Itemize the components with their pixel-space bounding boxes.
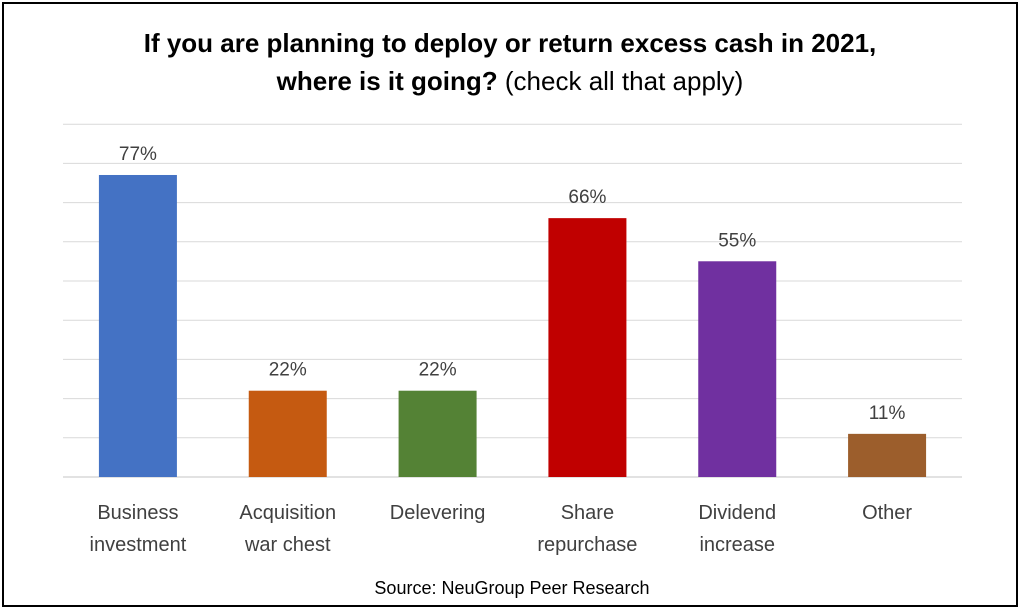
title-line-1: If you are planning to deploy or return … [143,28,877,58]
title-line-2-bold: where is it going? [276,66,498,96]
bar [848,433,927,477]
category-label: investment [90,534,187,556]
category-label: war chest [244,534,331,556]
data-label: 66% [568,187,606,208]
data-label: 55% [718,230,756,251]
category-label: Share [561,502,614,524]
bar [398,390,477,477]
category-label: Dividend [698,502,776,524]
data-label: 22% [419,360,457,381]
data-label: 77% [119,144,157,165]
bar [98,174,177,477]
category-label: Acquisition [239,502,336,524]
bar [548,218,627,477]
data-label: 22% [269,360,307,381]
category-label: increase [699,534,775,556]
source-note: Source: NeuGroup Peer Research [374,578,650,598]
chart-title: If you are planning to deploy or return … [0,24,1020,100]
category-label: Other [862,502,912,524]
category-label: Delevering [390,502,486,524]
data-label: 11% [869,403,906,424]
bar [248,390,327,477]
category-label: Business [97,502,178,524]
title-line-2-normal: (check all that apply) [504,66,744,96]
bar [698,261,777,477]
category-label: repurchase [537,534,637,556]
